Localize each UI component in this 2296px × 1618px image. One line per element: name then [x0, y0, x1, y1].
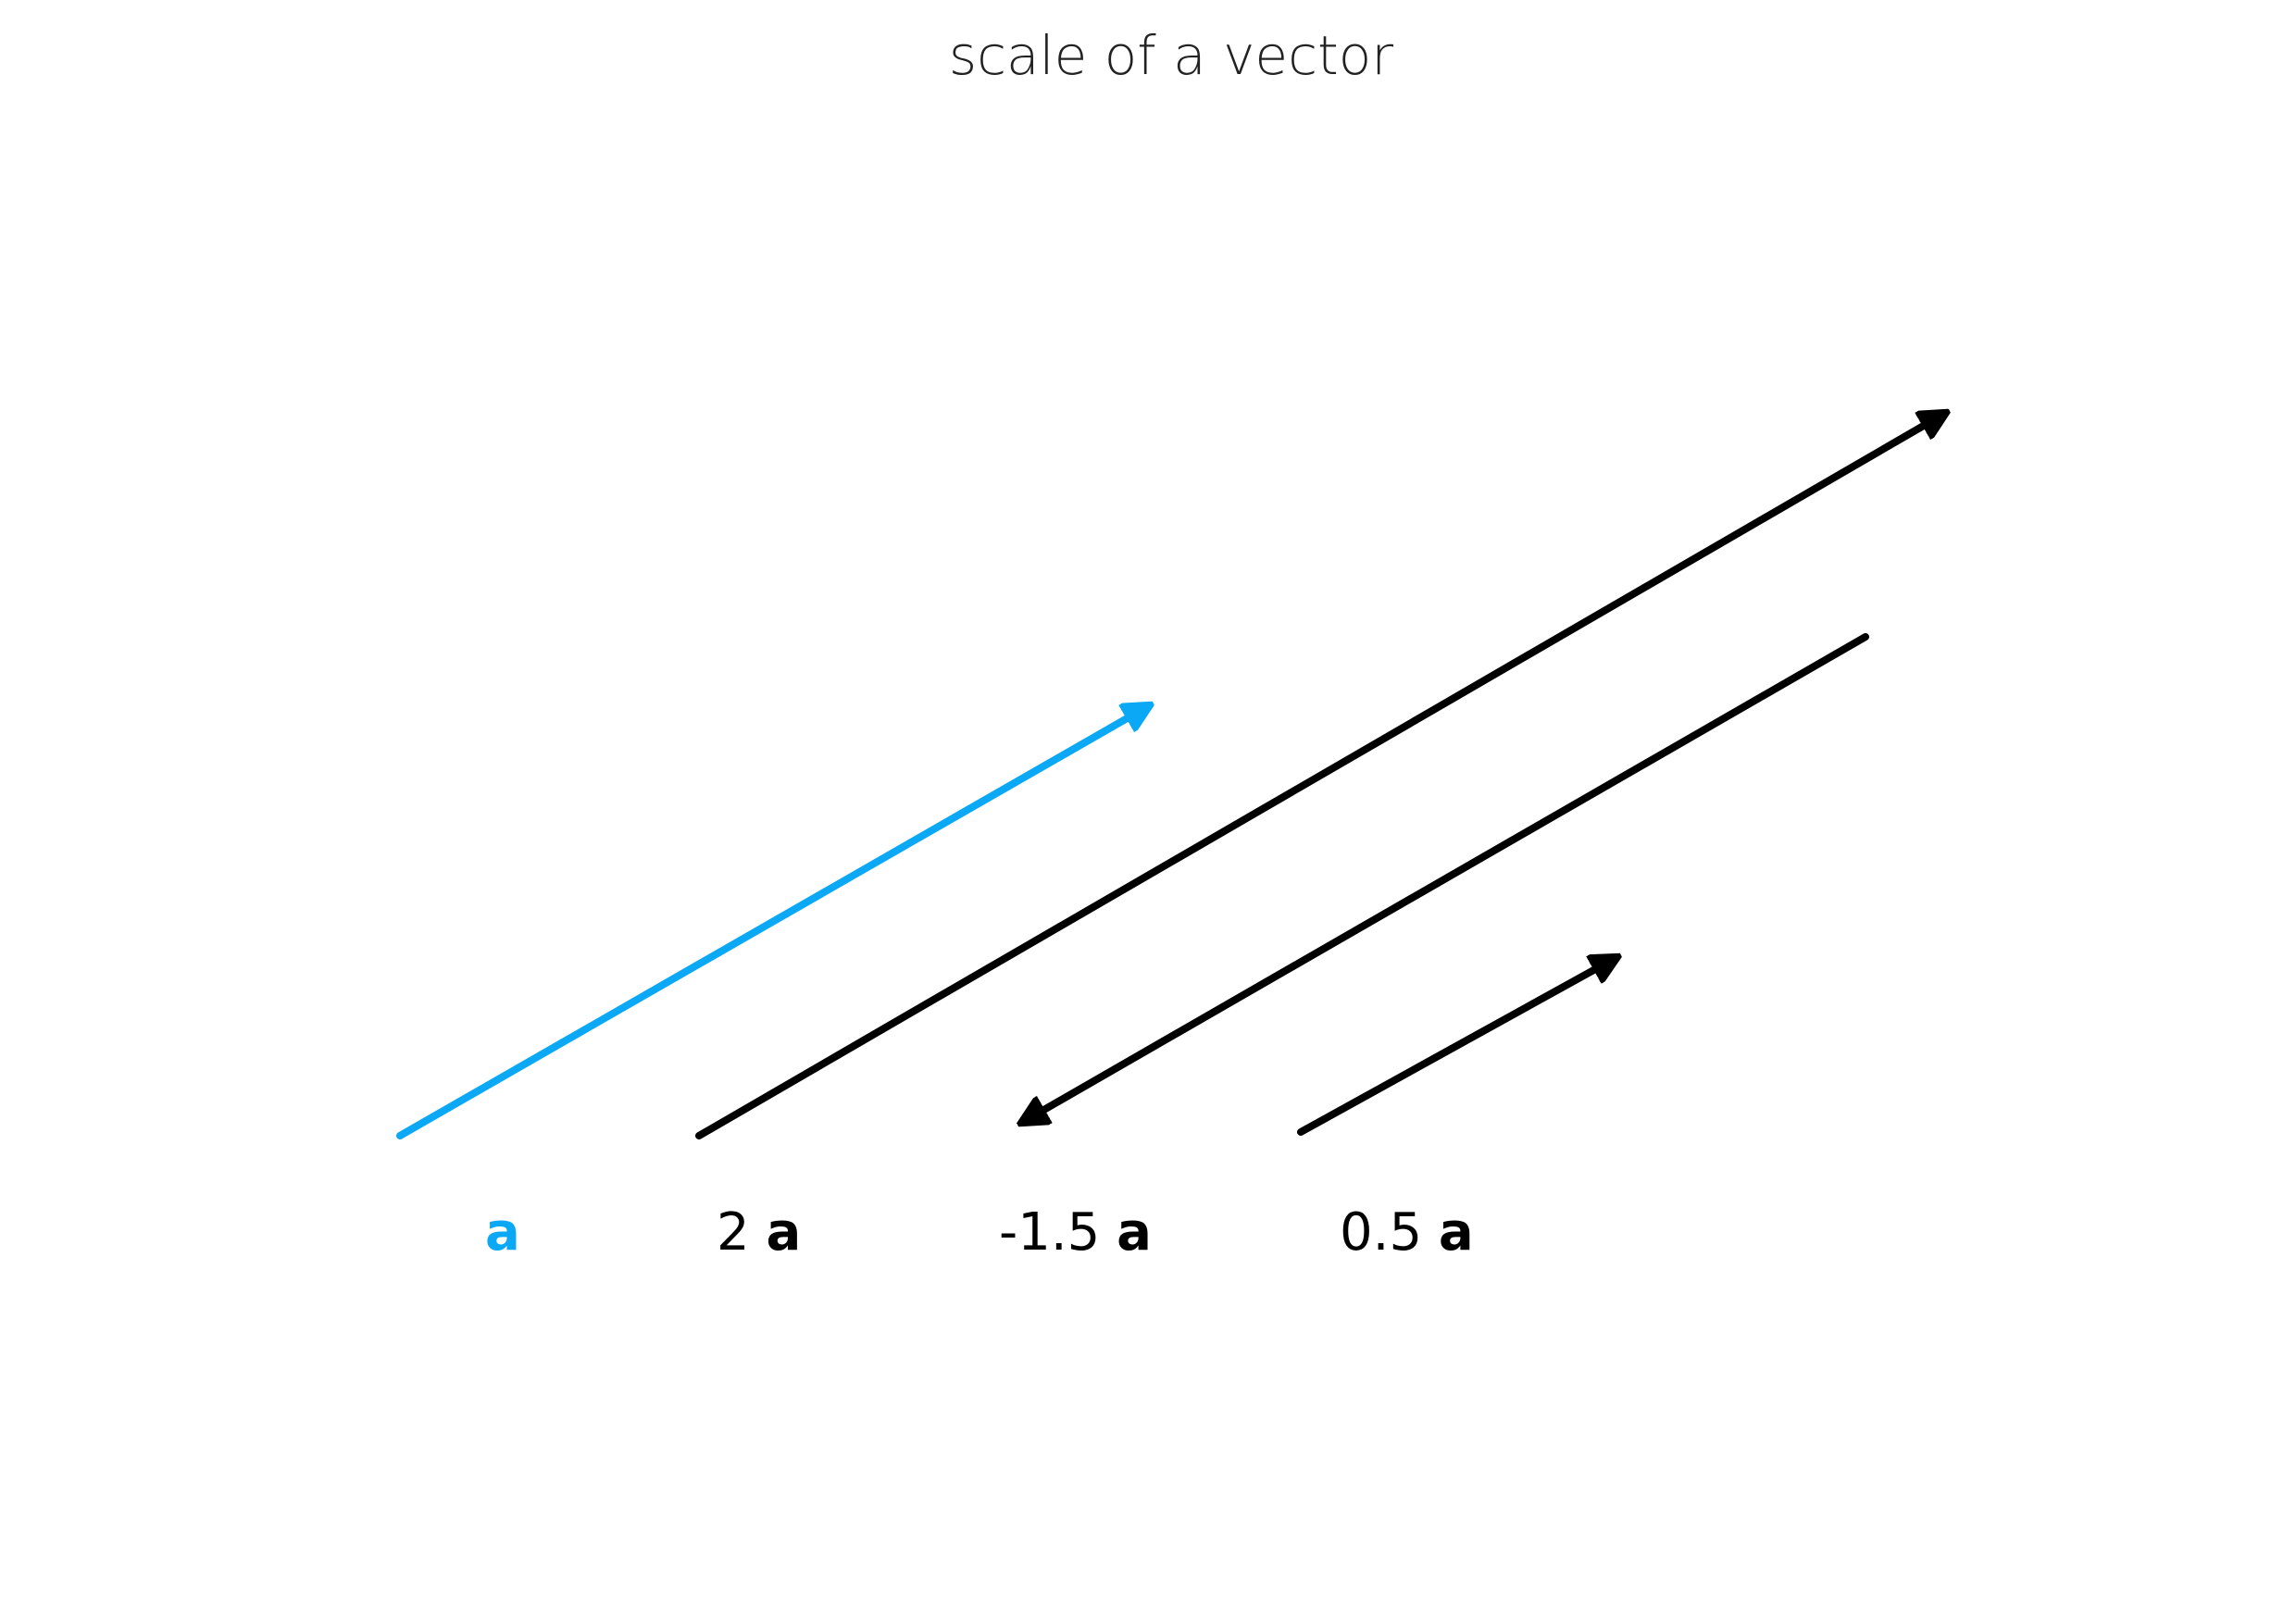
- label-a: a: [403, 1202, 569, 1263]
- label-2a-vector: a: [766, 1202, 801, 1263]
- diagram-title: scale of a vector: [949, 24, 1393, 87]
- vector-0.5a-arrow: [1297, 958, 1616, 1136]
- label-2a: 2 a: [634, 1202, 851, 1263]
- label-a-vector: a: [485, 1202, 520, 1263]
- vector-2a-arrow: [695, 414, 1944, 1139]
- label-0.5a-vector: a: [1439, 1202, 1474, 1263]
- label-neg1.5a-vector: a: [1117, 1202, 1152, 1263]
- vector-a-arrow: [396, 706, 1148, 1139]
- label-0.5a-scalar: 0.5: [1340, 1202, 1439, 1263]
- label-2a-scalar: 2: [717, 1202, 766, 1263]
- label-neg1.5a: -1.5 a: [917, 1202, 1201, 1263]
- label-0.5a: 0.5 a: [1257, 1202, 1523, 1263]
- label-neg1.5a-scalar: -1.5: [999, 1202, 1117, 1263]
- vector-neg1.5a-arrow: [1023, 633, 1869, 1122]
